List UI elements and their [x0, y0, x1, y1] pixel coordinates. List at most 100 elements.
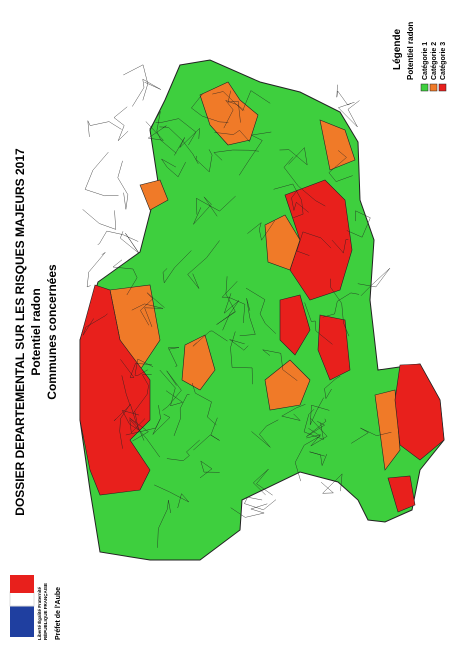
commune-border: [162, 250, 192, 284]
commune-border: [331, 239, 349, 254]
zone-red: [387, 475, 416, 513]
commune-border: [216, 276, 236, 325]
zone-orange: [139, 179, 169, 211]
commune-border: [320, 473, 343, 494]
commune-border: [336, 84, 352, 106]
legend-swatch: [438, 83, 447, 92]
commune-border: [86, 252, 106, 288]
legend-swatch: [420, 83, 429, 92]
commune-border: [173, 394, 190, 436]
map: [79, 59, 445, 561]
commune-border: [119, 403, 137, 449]
commune-border: [304, 302, 333, 345]
legend-swatch: [429, 83, 438, 92]
commune-border: [140, 292, 165, 326]
commune-borders: [82, 64, 392, 548]
commune-border: [192, 382, 217, 426]
commune-border: [159, 369, 184, 407]
zone-orange: [264, 359, 311, 411]
commune-border: [306, 418, 327, 437]
commune-border: [117, 160, 129, 210]
commune-border: [120, 231, 140, 254]
commune-border: [223, 99, 245, 129]
flag-red: [10, 575, 34, 593]
title: DOSSIER DEPARTEMENTAL SUR LES RISQUES MA…: [13, 148, 27, 516]
commune-border: [174, 127, 200, 156]
commune-border: [330, 278, 350, 337]
commune-border: [279, 147, 308, 166]
commune-border: [283, 156, 326, 207]
commune-border: [121, 410, 140, 431]
commune-border: [245, 287, 277, 334]
legend-label: Catégorie 1: [422, 42, 429, 80]
commune-border: [213, 149, 259, 161]
commune-border: [351, 427, 392, 444]
zone-red: [79, 284, 151, 496]
commune-border: [230, 331, 253, 385]
commune-border: [193, 417, 220, 451]
commune-border: [192, 330, 228, 347]
commune-border: [82, 209, 117, 230]
zone-orange: [181, 334, 216, 391]
commune-border: [324, 375, 341, 400]
commune-border: [291, 189, 309, 213]
commune-border: [159, 126, 199, 164]
commune-border: [273, 183, 304, 218]
commune-border: [187, 240, 220, 289]
commune-border: [251, 419, 279, 448]
commune-border: [357, 268, 391, 296]
commune-border: [84, 151, 119, 197]
commune-border: [87, 120, 122, 137]
legend-title: Légende: [392, 28, 403, 70]
legend-items: Catégorie 1 Catégorie 2 Catégorie 3: [420, 42, 447, 92]
commune-border: [129, 418, 160, 458]
zone-orange: [374, 389, 401, 471]
subtitle: Communes concernées: [45, 264, 59, 400]
commune-border: [346, 210, 371, 238]
commune-border: [222, 293, 240, 331]
commune-border: [306, 417, 328, 447]
commune-border: [154, 484, 189, 509]
commune-border: [82, 313, 108, 336]
commune-border: [244, 496, 277, 511]
commune-border: [134, 358, 154, 377]
commune-border: [328, 150, 353, 182]
zone-red: [279, 294, 311, 356]
zone-red: [317, 314, 351, 381]
flag-white: [9, 591, 35, 607]
commune-border: [112, 259, 138, 296]
commune-border: [239, 298, 256, 336]
commune-border: [281, 404, 306, 421]
commune-border: [296, 231, 332, 256]
commune-border: [162, 370, 182, 411]
commune-border: [229, 339, 249, 351]
commune-border: [120, 359, 152, 378]
legend-label: Catégorie 2: [431, 42, 438, 80]
commune-border: [191, 93, 229, 123]
legend-subtitle: Potentiel radon: [406, 22, 415, 80]
commune-border: [157, 500, 171, 548]
commune-border: [113, 106, 129, 141]
commune-border: [145, 121, 167, 141]
zone-red: [394, 363, 445, 461]
republic: RÉPUBLIQUE FRANÇAISE: [41, 583, 48, 640]
commune-border: [123, 64, 149, 101]
commune-border: [214, 130, 250, 143]
commune-border: [131, 303, 164, 327]
commune-border: [166, 439, 200, 461]
commune-border: [227, 90, 241, 123]
commune-border: [303, 409, 324, 440]
motto: Liberté Égalité Fraternité: [35, 586, 42, 640]
zone-red: [284, 179, 353, 301]
commune-border: [167, 347, 180, 367]
commune-border: [230, 503, 268, 518]
commune-border: [221, 281, 246, 324]
commune-border: [294, 428, 321, 482]
flag-blue: [10, 605, 34, 637]
title-block: DOSSIER DEPARTEMENTAL SUR LES RISQUES MA…: [13, 148, 59, 516]
commune-border: [195, 149, 213, 173]
commune-border: [155, 118, 197, 146]
prefect: Préfet de l'Aube: [55, 587, 62, 640]
commune-border: [149, 111, 177, 154]
